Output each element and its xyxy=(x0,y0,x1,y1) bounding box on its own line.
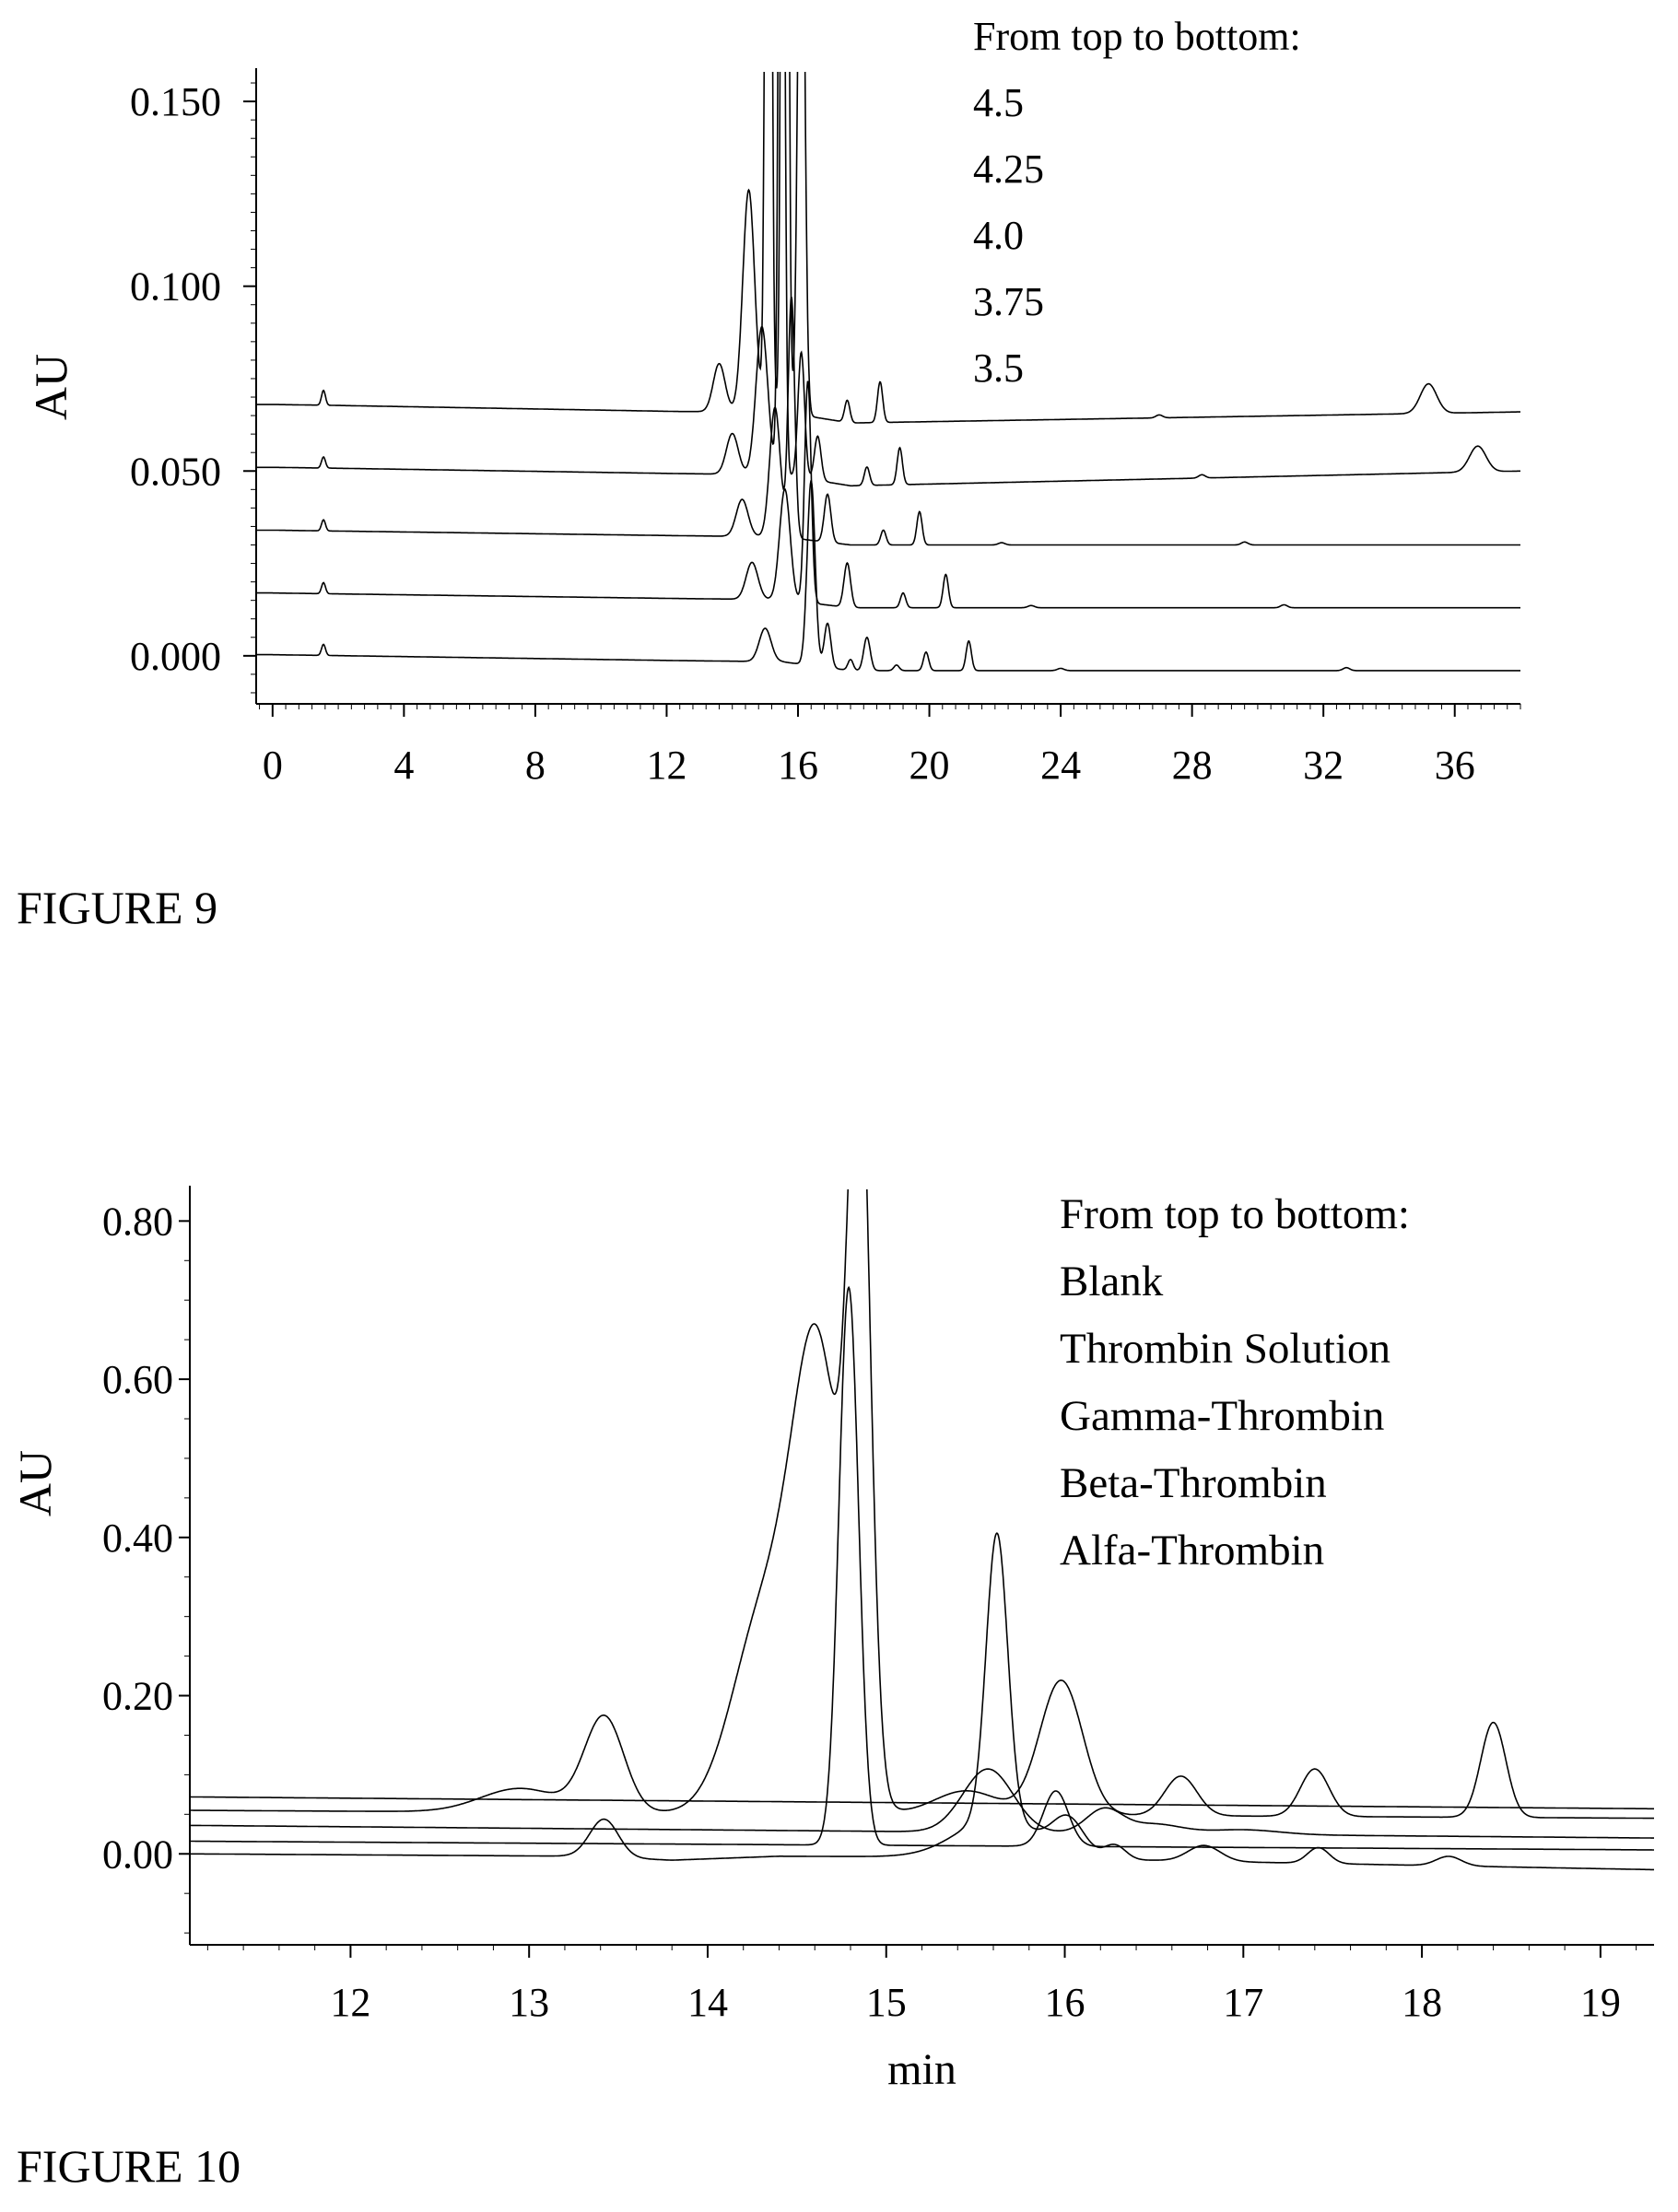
y-axis-label: AU xyxy=(25,354,76,420)
x-tick-label: 20 xyxy=(909,743,950,788)
figure-10-caption: FIGURE 10 xyxy=(17,2140,241,2192)
legend-annotation: 4.25 xyxy=(973,146,1044,192)
legend-annotation: 4.5 xyxy=(973,80,1024,125)
x-tick-label: 16 xyxy=(778,743,818,788)
x-tick-label: 32 xyxy=(1303,743,1344,788)
y-tick-label: 0.100 xyxy=(130,264,221,310)
x-tick-label: 36 xyxy=(1435,743,1475,788)
series-line xyxy=(256,380,1520,609)
legend-annotation: From top to bottom: xyxy=(973,14,1301,59)
series-line xyxy=(256,296,1520,546)
x-tick-label: 19 xyxy=(1580,1980,1621,2025)
figure-9-caption: FIGURE 9 xyxy=(17,882,218,933)
legend-annotation: Thrombin Solution xyxy=(1060,1325,1391,1373)
x-axis-label: min xyxy=(887,2045,956,2094)
y-axis-label: AU xyxy=(9,1450,61,1516)
fig10-traces xyxy=(190,1189,1654,1871)
x-tick-label: 14 xyxy=(687,1980,728,2025)
x-tick-label: 12 xyxy=(330,1980,370,2025)
x-tick-label: 18 xyxy=(1402,1980,1442,2025)
series-line xyxy=(190,1768,1654,1839)
series-line xyxy=(256,72,1520,424)
legend-annotation: Blank xyxy=(1060,1258,1164,1305)
legend-annotation: From top to bottom: xyxy=(1060,1190,1410,1238)
legend-annotation: 3.75 xyxy=(973,279,1044,324)
x-tick-label: 24 xyxy=(1040,743,1081,788)
x-tick-label: 28 xyxy=(1172,743,1213,788)
y-tick-label: 0.00 xyxy=(102,1832,173,1877)
y-tick-label: 0.40 xyxy=(102,1516,173,1561)
y-tick-label: 0.050 xyxy=(130,449,221,494)
y-tick-label: 0.80 xyxy=(102,1199,173,1244)
x-tick-label: 17 xyxy=(1223,1980,1263,2025)
x-tick-label: 13 xyxy=(509,1980,549,2025)
fig9-traces xyxy=(256,72,1520,672)
series-line xyxy=(190,1189,1654,1820)
series-line xyxy=(190,1796,1654,1810)
series-line xyxy=(190,1532,1654,1871)
x-tick-label: 12 xyxy=(646,743,686,788)
x-tick-label: 16 xyxy=(1045,1980,1085,2025)
series-line xyxy=(256,72,1520,487)
x-tick-label: 8 xyxy=(525,743,546,788)
legend-annotation: Gamma-Thrombin xyxy=(1060,1392,1384,1440)
series-line xyxy=(256,480,1520,672)
legend-annotation: 4.0 xyxy=(973,213,1024,258)
x-tick-label: 0 xyxy=(263,743,283,788)
y-tick-label: 0.150 xyxy=(130,79,221,124)
x-tick-label: 15 xyxy=(866,1980,907,2025)
y-tick-label: 0.60 xyxy=(102,1357,173,1402)
legend-annotation: Beta-Thrombin xyxy=(1060,1459,1327,1507)
legend-annotation: Alfa-Thrombin xyxy=(1060,1527,1324,1574)
series-line xyxy=(190,1285,1654,1851)
y-tick-label: 0.000 xyxy=(130,634,221,679)
legend-annotation: 3.5 xyxy=(973,345,1024,391)
y-tick-label: 0.20 xyxy=(102,1674,173,1719)
x-tick-label: 4 xyxy=(393,743,414,788)
